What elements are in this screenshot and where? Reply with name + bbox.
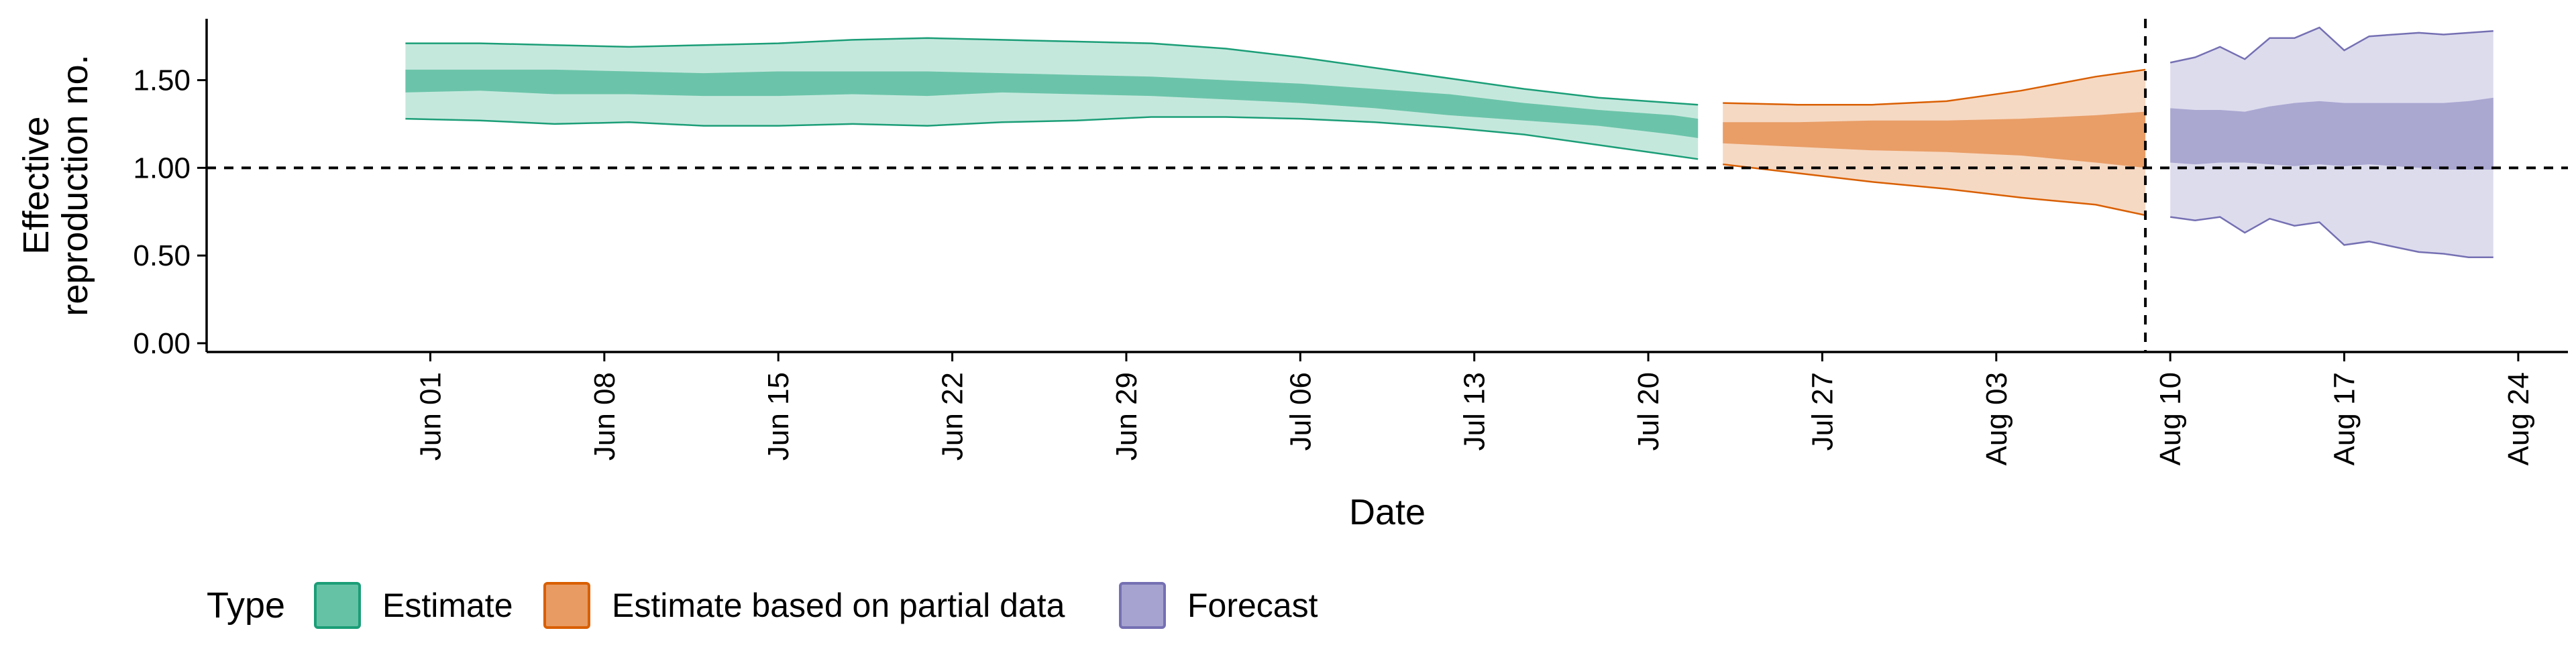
ribbon-layer xyxy=(405,26,2493,258)
ci90-upper-line xyxy=(2169,26,2493,64)
legend-title: Type xyxy=(207,585,285,626)
legend-key xyxy=(314,582,361,629)
legend-item: Estimate xyxy=(314,582,513,629)
ci90-lower-line xyxy=(2170,216,2493,258)
y-tick-label: 1.50 xyxy=(133,64,191,97)
x-tick-label: Jul 13 xyxy=(1458,372,1491,451)
legend-label: Forecast xyxy=(1187,587,1318,624)
y-axis-title-line: Effective xyxy=(16,116,56,254)
x-axis-title: Date xyxy=(1349,492,1426,532)
legend-item: Forecast xyxy=(1119,582,1318,629)
x-tick-label: Aug 03 xyxy=(1980,372,2013,465)
series-0 xyxy=(405,37,1699,160)
x-tick-label: Jul 27 xyxy=(1806,372,1839,451)
ci90-upper-line xyxy=(405,37,1699,106)
y-tick-label: 0.00 xyxy=(133,327,191,360)
x-tick-label: Jul 20 xyxy=(1632,372,1665,451)
legend-label: Estimate based on partial data xyxy=(612,587,1065,624)
x-tick-label: Jun 15 xyxy=(762,372,795,461)
ci90-lower-line xyxy=(1723,163,2146,217)
ci90-upper-line xyxy=(1723,68,2146,106)
y-tick-label: 0.50 xyxy=(133,239,191,272)
x-tick-label: Jun 01 xyxy=(414,372,447,461)
axes-layer: 0.00 0.50 1.00 1.50 Jun 01 Jun 08 Jun 15 Jun 22… xyxy=(133,19,2568,465)
legend: Type Estimate Estimate based on partial da… xyxy=(207,582,1318,629)
ci50-ribbon xyxy=(2170,97,2493,170)
x-tick-label: Jun 29 xyxy=(1110,372,1143,461)
x-tick-label: Aug 10 xyxy=(2154,372,2187,465)
ci90-lower-line xyxy=(405,116,1699,160)
x-tick-label: Jun 22 xyxy=(936,372,969,461)
legend-item: Estimate based on partial data xyxy=(543,582,1065,629)
series-2 xyxy=(2169,26,2493,258)
ci50-ribbon xyxy=(1723,111,2146,168)
ci90-ribbon xyxy=(405,38,1699,160)
legend-label: Estimate xyxy=(382,587,513,624)
y-tick-label: 1.00 xyxy=(133,152,191,184)
x-tick-label: Jul 06 xyxy=(1284,372,1317,451)
reference-lines xyxy=(207,19,2568,352)
series-1 xyxy=(1723,68,2146,217)
x-tick-label: Aug 17 xyxy=(2328,372,2361,465)
legend-key xyxy=(543,582,590,629)
y-axis-title-line: reproduction no. xyxy=(55,54,95,316)
legend-key xyxy=(1119,582,1166,629)
x-tick-label: Aug 24 xyxy=(2502,372,2535,465)
ci50-ribbon xyxy=(405,69,1699,138)
x-tick-label: Jun 08 xyxy=(588,372,621,461)
